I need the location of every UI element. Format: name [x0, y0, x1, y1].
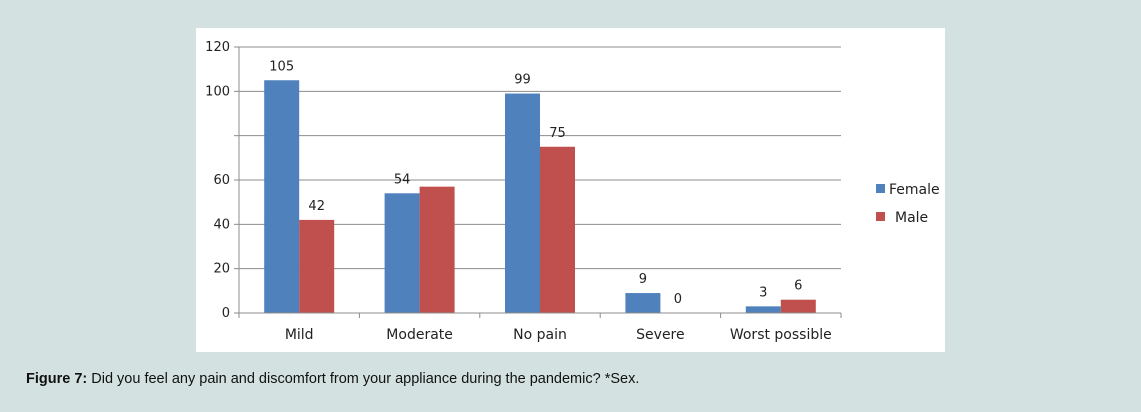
- x-category-label: No pain: [513, 327, 567, 343]
- bars: [264, 80, 816, 313]
- data-label: 9: [639, 272, 647, 287]
- x-category-label: Mild: [285, 327, 314, 343]
- data-label: 54: [394, 172, 411, 187]
- figure-caption: Figure 7: Did you feel any pain and disc…: [26, 371, 639, 387]
- data-label: 42: [308, 199, 325, 214]
- data-label: 105: [269, 59, 294, 74]
- bar-male-mild: [299, 219, 335, 313]
- data-label: 75: [549, 126, 566, 141]
- figure-caption-text: Did you feel any pain and discomfort fro…: [91, 371, 640, 387]
- bar-female-no-pain: [505, 93, 540, 313]
- bar-female-worst-possible: [745, 306, 781, 313]
- data-label: 6: [794, 279, 802, 294]
- y-tick-label: 0: [222, 306, 230, 321]
- x-category-label: Severe: [636, 327, 684, 343]
- bar-male-worst-possible: [780, 299, 816, 313]
- y-tick-label: 40: [213, 217, 230, 232]
- legend: Female Male: [876, 182, 940, 226]
- legend-swatch-female: [876, 184, 885, 193]
- legend-label-female: Female: [889, 182, 940, 198]
- chart-panel: 0 20 40 60 100 120 Mild Moderate No pain Severe Wo…: [196, 28, 945, 352]
- bar-female-severe: [625, 293, 661, 313]
- x-category-label: Moderate: [386, 327, 453, 343]
- data-label: 3: [759, 285, 767, 300]
- y-tick-label: 60: [213, 173, 230, 188]
- legend-swatch-male: [876, 212, 885, 221]
- data-label: 99: [514, 73, 531, 88]
- y-tick-label: 120: [205, 40, 230, 55]
- bar-male-no-pain: [540, 146, 575, 313]
- bar-female-mild: [264, 80, 300, 313]
- figure-label: Figure 7:: [26, 371, 88, 387]
- data-label: 0: [674, 292, 682, 307]
- bar-male-moderate: [419, 186, 455, 313]
- x-category-label: Worst possible: [730, 327, 832, 343]
- y-tick-label: 100: [205, 84, 230, 99]
- legend-label-male: Male: [895, 210, 928, 226]
- bar-female-moderate: [384, 193, 420, 313]
- y-tick-label: 20: [213, 262, 230, 277]
